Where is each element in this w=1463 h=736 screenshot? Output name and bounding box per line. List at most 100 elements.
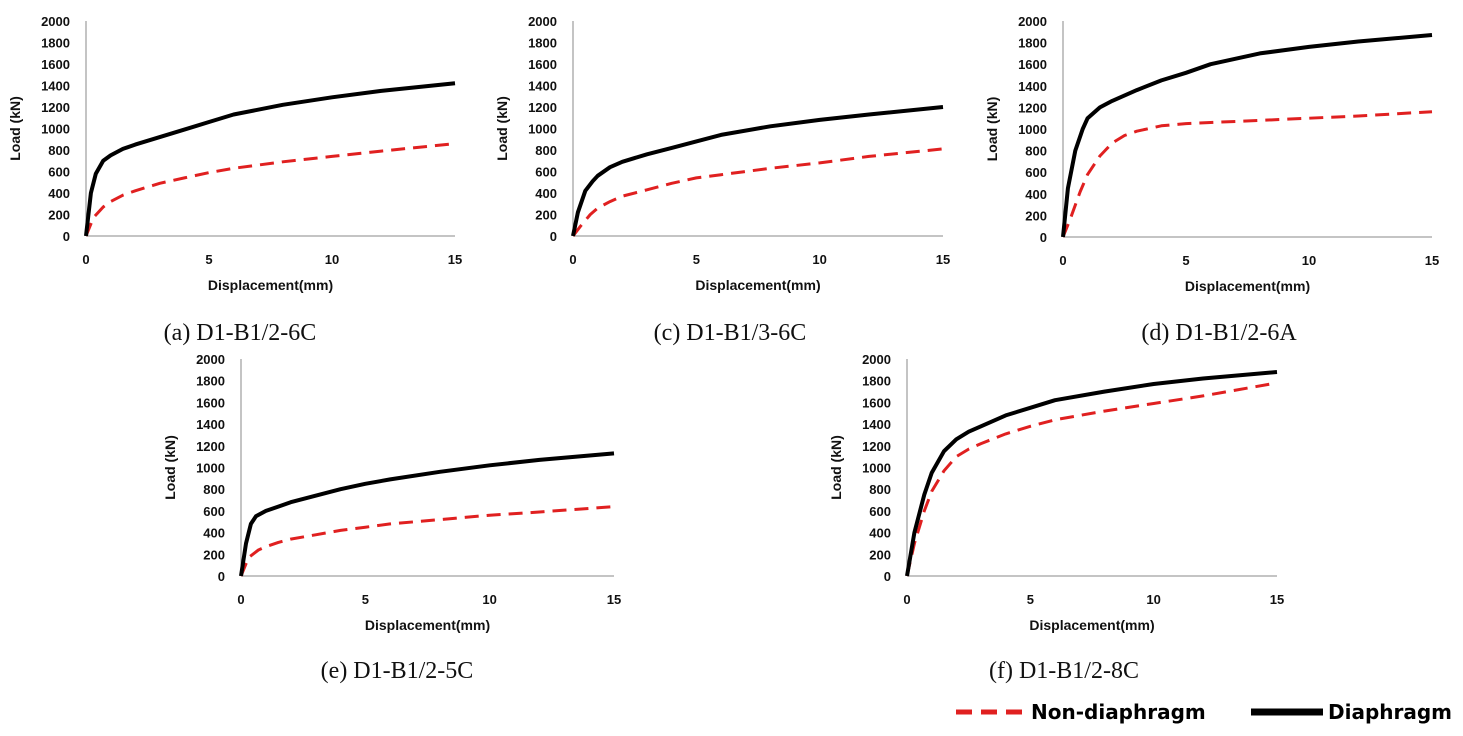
chart-panel: 0 200 400 600 800 1000 1200 1400 1600 1800 2000 0 5 1… <box>494 14 950 346</box>
x-tick-label: 5 <box>1027 592 1034 607</box>
series-line-diaphragm <box>571 105 944 237</box>
series-line-diaphragm <box>1061 33 1433 238</box>
chart-panel: 0 200 400 600 800 1000 1200 1400 1600 1800 2000 0 5 1… <box>7 14 462 346</box>
y-tick-label: 0 <box>218 569 225 584</box>
y-tick-label: 1800 <box>41 36 70 51</box>
x-axis-title: Displacement(mm) <box>1185 278 1310 294</box>
chart-panel: 0 200 400 600 800 1000 1200 1400 1600 1800 2000 0 5 1… <box>984 14 1439 346</box>
y-tick-label: 1200 <box>528 100 557 115</box>
y-tick-label: 1600 <box>196 395 225 410</box>
x-tick-label: 0 <box>903 592 910 607</box>
x-tick-label: 5 <box>362 592 369 607</box>
series-line-diaphragm <box>905 370 1278 577</box>
legend: Non-diaphragm Diaphragm <box>956 700 1452 724</box>
legend-non-diaphragm-label: Non-diaphragm <box>1031 700 1206 724</box>
y-tick-label: 200 <box>869 547 891 562</box>
y-tick-label: 1200 <box>862 439 891 454</box>
y-tick-label: 1800 <box>862 374 891 389</box>
y-tick-label: 200 <box>203 547 225 562</box>
y-tick-label: 1800 <box>196 374 225 389</box>
chart-caption: (c) D1-B1/3-6C <box>654 320 807 346</box>
y-axis-title: Load (kN) <box>162 435 178 500</box>
x-axis-title: Displacement(mm) <box>365 617 490 633</box>
y-tick-label: 600 <box>203 504 225 519</box>
y-tick-label: 400 <box>869 526 891 541</box>
y-tick-label: 800 <box>535 143 557 158</box>
x-axis-title: Displacement(mm) <box>208 277 333 293</box>
x-axis-title: Displacement(mm) <box>695 277 820 293</box>
y-tick-label: 400 <box>1025 187 1047 202</box>
y-tick-label: 1400 <box>528 79 557 94</box>
chart-panel: 0 200 400 600 800 1000 1200 1400 1600 1800 2000 0 5 1… <box>828 352 1284 684</box>
x-tick-label: 0 <box>82 252 89 267</box>
chart-panel: 0 200 400 600 800 1000 1200 1400 1600 1800 2000 0 5 1… <box>162 352 621 684</box>
chart-caption: (a) D1-B1/2-6C <box>164 320 317 346</box>
y-tick-label: 1200 <box>1018 100 1047 115</box>
y-tick-label: 2000 <box>41 14 70 29</box>
y-tick-label: 1200 <box>196 439 225 454</box>
y-tick-label: 1000 <box>862 461 891 476</box>
y-tick-label: 600 <box>869 504 891 519</box>
y-tick-label: 1000 <box>41 122 70 137</box>
y-tick-label: 800 <box>48 143 70 158</box>
y-tick-label: 1800 <box>528 36 557 51</box>
x-tick-label: 10 <box>1146 592 1160 607</box>
series-line-non-diaphragm <box>84 142 456 237</box>
chart-caption: (e) D1-B1/2-5C <box>321 658 474 684</box>
x-tick-label: 10 <box>482 592 496 607</box>
y-tick-label: 1000 <box>1018 122 1047 137</box>
y-tick-label: 1600 <box>41 57 70 72</box>
y-tick-label: 800 <box>869 482 891 497</box>
y-tick-label: 200 <box>535 208 557 223</box>
y-tick-label: 1400 <box>41 79 70 94</box>
y-tick-label: 1200 <box>41 100 70 115</box>
series-line-non-diaphragm <box>239 505 615 577</box>
y-tick-label: 1000 <box>196 461 225 476</box>
x-tick-label: 15 <box>1270 592 1284 607</box>
y-axis-title: Load (kN) <box>494 96 510 161</box>
y-tick-label: 1600 <box>528 57 557 72</box>
y-tick-label: 600 <box>535 165 557 180</box>
y-tick-label: 0 <box>63 229 70 244</box>
y-tick-label: 400 <box>48 186 70 201</box>
y-tick-label: 400 <box>203 526 225 541</box>
y-tick-label: 600 <box>48 165 70 180</box>
y-axis-title: Load (kN) <box>984 97 1000 162</box>
y-tick-label: 1400 <box>196 417 225 432</box>
x-tick-label: 10 <box>325 252 339 267</box>
y-tick-label: 800 <box>203 482 225 497</box>
x-tick-label: 5 <box>1182 253 1189 268</box>
x-tick-label: 10 <box>812 252 826 267</box>
y-tick-label: 1000 <box>528 122 557 137</box>
y-tick-label: 2000 <box>196 352 225 367</box>
x-tick-label: 5 <box>693 252 700 267</box>
x-tick-label: 15 <box>1425 253 1439 268</box>
x-tick-label: 10 <box>1302 253 1316 268</box>
x-tick-label: 0 <box>237 592 244 607</box>
y-axis-title: Load (kN) <box>7 96 23 161</box>
series-line-non-diaphragm <box>571 147 944 237</box>
y-tick-label: 1400 <box>862 417 891 432</box>
y-tick-label: 1600 <box>1018 57 1047 72</box>
y-axis-title: Load (kN) <box>828 435 844 500</box>
series-line-non-diaphragm <box>1061 110 1433 238</box>
x-tick-label: 0 <box>569 252 576 267</box>
y-tick-label: 400 <box>535 186 557 201</box>
y-tick-label: 2000 <box>1018 14 1047 29</box>
series-line-non-diaphragm <box>905 381 1278 577</box>
y-tick-label: 200 <box>1025 208 1047 223</box>
x-tick-label: 15 <box>936 252 950 267</box>
chart-caption: (d) D1-B1/2-6A <box>1141 320 1297 346</box>
y-tick-label: 0 <box>884 569 891 584</box>
series-line-diaphragm <box>84 81 456 237</box>
y-tick-label: 1400 <box>1018 79 1047 94</box>
x-tick-label: 15 <box>607 592 621 607</box>
legend-diaphragm-label: Diaphragm <box>1328 700 1452 724</box>
y-tick-label: 2000 <box>862 352 891 367</box>
x-tick-label: 0 <box>1059 253 1066 268</box>
x-tick-label: 15 <box>448 252 462 267</box>
x-tick-label: 5 <box>205 252 212 267</box>
y-tick-label: 600 <box>1025 165 1047 180</box>
